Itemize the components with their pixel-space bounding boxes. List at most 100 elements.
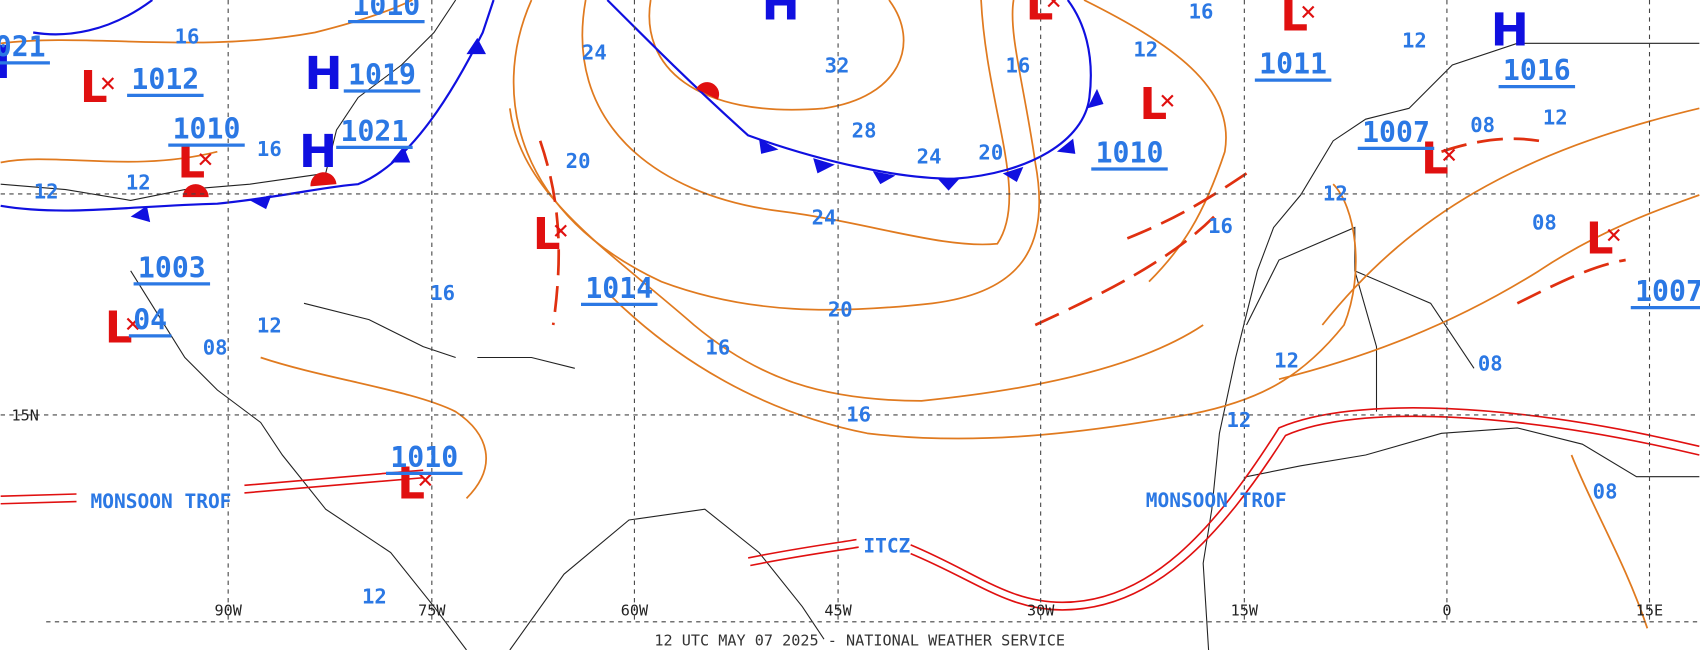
isobar-label: 08 [1593,479,1618,503]
isobar-label: 12 [1323,181,1348,205]
isobar [508,108,1204,402]
footer: 12 UTC MAY 07 2025 - NATIONAL WEATHER SE… [654,632,1065,650]
longitude-label: 90W [214,601,242,619]
high-center: H [1491,4,1529,57]
trough [1441,137,1540,153]
low-cross [126,317,140,331]
pressure-label: 1014 [585,272,653,305]
longitude-label: 15E [1636,601,1663,619]
isobar-label: 16 [1208,214,1233,238]
latitude-label: 15N [12,406,39,424]
border [1246,226,1475,412]
isobar-label: 08 [1478,351,1503,375]
feature-label: MONSOON TROF [1146,489,1287,512]
pressure-label: 1010 [352,0,420,22]
feature-label: MONSOON TROF [91,490,232,513]
high-center: H [762,0,800,30]
pressure-label: 1010 [390,441,458,474]
isobar-label: 12 [1274,348,1299,372]
isobar-label: 08 [1532,211,1557,235]
graticule [0,0,1700,623]
longitude-label: 75W [418,601,446,619]
isobar-label: 12 [362,584,387,608]
low-cross [199,153,212,166]
trough [538,140,561,326]
pressure-label: 1003 [138,251,206,284]
low-cross [554,224,567,237]
coastline [509,508,825,650]
isobar-label: 12 [257,314,282,338]
pressure-label: 1010 [1096,136,1164,169]
isobar-label: 28 [852,119,877,143]
fronts [0,0,1092,212]
longitude-label: 60W [621,601,649,619]
isobar [1321,107,1700,326]
isobar-label: 20 [566,149,591,173]
coastline [477,356,575,369]
isobar-label: 12 [1543,106,1568,130]
low-cross [1047,0,1060,8]
isobar-label: 16 [705,335,730,359]
isobar [0,150,218,164]
isobar-label: 16 [257,137,282,161]
troughs [538,137,1626,327]
isobar-label: 24 [582,41,607,65]
low-cross [1302,5,1315,19]
longitude-label: 0 [1442,601,1451,619]
pressure-label: 1007 [1362,116,1430,149]
isobar-label: 16 [430,281,455,305]
pressure-label: 1016 [1503,54,1571,87]
longitude-label: 45W [824,601,852,619]
cold-front [32,0,153,36]
isobar-label: 20 [828,297,853,321]
itcz-line [750,415,1700,611]
pressure-label: 1007 [1635,275,1700,308]
high-center: H [299,125,337,178]
trough [1516,258,1626,305]
pressure-label: 1011 [1259,48,1327,81]
coastline [1246,427,1700,478]
low-cross [101,77,115,90]
isobar [581,0,1011,246]
high-center: H [304,47,342,100]
trough [1034,215,1215,327]
isobar [0,0,413,45]
itcz-line [748,407,1700,604]
low-cross [419,473,432,487]
isobar-label: 08 [203,335,228,359]
isobar-label: 12 [34,179,59,203]
pressure-label: 04 [133,303,167,336]
isobar-label: 32 [825,54,850,78]
pressure-label: 021 [0,30,46,63]
isobar-label: 12 [1133,37,1158,61]
isobar [512,0,1041,311]
cold-front [0,0,495,212]
low-cross [1161,94,1174,107]
feature-label: ITCZ [863,534,910,557]
isobars [0,0,1700,629]
labels: 90W75W60W45W30W15W015E15NHHHHHLLLLLLLLLL… [0,0,1700,619]
coastline [1202,42,1700,650]
isobar-label: 16 [175,24,200,48]
pressure-label: 1012 [131,63,199,96]
pressure-label: 1019 [348,58,416,91]
isobar-label: 12 [1227,408,1252,432]
isobar-label: 12 [126,171,151,195]
isobar-label: 24 [812,205,837,229]
coastline [303,302,456,359]
isobar-label: 16 [1006,54,1031,78]
longitude-label: 15W [1231,601,1259,619]
isobar [648,0,905,111]
isobar [606,183,1357,440]
isobar-label: 16 [846,402,871,426]
coastline [130,270,467,650]
monsoon-trough [0,469,424,505]
low-cross [1442,148,1456,162]
isobar [1570,454,1649,629]
isobar [1278,194,1700,381]
isobar-label: 12 [1402,29,1427,53]
longitude-label: 30W [1027,601,1055,619]
